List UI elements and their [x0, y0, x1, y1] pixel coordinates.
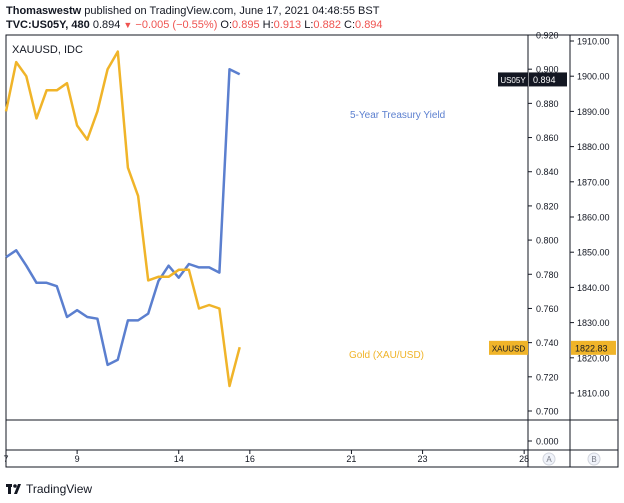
- gold-tick-label: 1810.00: [577, 389, 610, 399]
- yield-tick-label: 0.800: [536, 236, 559, 246]
- gold-tick-label: 1820.00: [577, 353, 610, 363]
- gold-value-badge: [571, 340, 616, 355]
- price-badges: US05Y 0.894 XAUUSD 1822.83: [489, 72, 616, 355]
- author-name[interactable]: Thomaswestw: [6, 5, 82, 17]
- gold-tick-label: 1910.00: [577, 37, 610, 47]
- yield-tick-label: 0.920: [536, 31, 559, 41]
- gold-name-badge: [489, 340, 528, 355]
- pane-label: XAUUSD, IDC: [12, 44, 83, 56]
- gold-tick-label: 1870.00: [577, 177, 610, 187]
- series-lines: [4, 50, 241, 388]
- gold-tick-label: 1860.00: [577, 213, 610, 223]
- scale-button-circle: [542, 452, 556, 466]
- time-tick-label: 23: [418, 454, 428, 464]
- close-value: 0.894: [355, 19, 383, 31]
- lower-pane: 0.000: [528, 437, 559, 447]
- price-change: −0.005 (−0.55%): [135, 19, 218, 31]
- yield-axis[interactable]: 0.920 0.900 0.880 0.860 0.840 0.820 0.800 0.780…: [528, 31, 559, 417]
- open-label: O:: [220, 19, 233, 31]
- time-tick-label: 9: [75, 454, 80, 464]
- high-value: 0.913: [273, 19, 302, 31]
- scale-button-circle: [587, 452, 601, 466]
- gold-name-badge-label: XAUUSD: [492, 344, 526, 353]
- time-tick-label: 14: [174, 454, 184, 464]
- gold-tick-label: 1840.00: [577, 283, 610, 293]
- last-price: 0.894: [92, 19, 121, 31]
- time-tick-label: 28: [519, 454, 529, 464]
- gold-value-badge-label: 1822.83: [575, 343, 608, 353]
- time-tick-label: 16: [245, 454, 255, 464]
- yield-tick-label: 0.900: [536, 65, 559, 75]
- yield-name-badge: [498, 72, 528, 87]
- price-chart[interactable]: 0.920 0.900 0.880 0.860 0.840 0.820 0.800 0.780…: [0, 0, 624, 478]
- down-arrow-icon: ▼: [123, 20, 133, 30]
- scale-button-label: B: [591, 455, 596, 464]
- yield-tick-label: 0.840: [536, 167, 559, 177]
- low-label: L:: [304, 19, 314, 31]
- scale-button-b[interactable]: B: [587, 452, 601, 466]
- gold-axis[interactable]: 1910.00 1900.00 1890.00 1880.00 1870.00 1860.…: [570, 37, 610, 399]
- publish-info: published on TradingView.com, June 17, 2…: [81, 5, 380, 17]
- tradingview-logo-icon: [6, 484, 21, 494]
- yield-value-badge-label: 0.894: [533, 75, 556, 85]
- chart-frame: [5, 34, 619, 468]
- yield-tick-label: 0.880: [536, 99, 559, 109]
- yield-tick-label: 0.760: [536, 304, 559, 314]
- time-tick-label: 7: [3, 454, 8, 464]
- yield-tick-label: 0.820: [536, 201, 559, 211]
- open-value: 0.895: [232, 19, 260, 31]
- gold-tick-label: 1830.00: [577, 318, 610, 328]
- gold-tick-label: 1850.00: [577, 248, 610, 258]
- yield-tick-label: 0.780: [536, 270, 559, 280]
- yield-series-line: [5, 67, 241, 367]
- yield-tick-label: 0.720: [536, 372, 559, 382]
- high-label: H:: [262, 19, 274, 31]
- time-axis[interactable]: 7 9 14 16 21 23 28 A B: [3, 450, 601, 466]
- gold-tick-label: 1890.00: [577, 107, 610, 117]
- gold-series-line: [4, 50, 241, 388]
- yield-value-badge: [529, 72, 567, 87]
- yield-tick-label: 0.740: [536, 338, 559, 348]
- yield-name-badge-label: US05Y: [500, 76, 526, 85]
- yield-tick-label: 0.860: [536, 133, 559, 143]
- time-tick-label: 21: [346, 454, 356, 464]
- close-label: C:: [344, 19, 356, 31]
- scale-button-a[interactable]: A: [542, 452, 556, 466]
- scale-button-label: A: [546, 455, 552, 464]
- gold-tick-label: 1900.00: [577, 72, 610, 82]
- chart-border: [5, 34, 619, 468]
- lower-pane-tick-label: 0.000: [536, 437, 559, 447]
- yield-tick-label: 0.700: [536, 407, 559, 417]
- symbol-label[interactable]: TVC:US05Y, 480: [6, 19, 90, 31]
- footer-brand: TradingView: [26, 482, 93, 496]
- tradingview-branding[interactable]: TradingView: [6, 482, 92, 496]
- gold-series-label: Gold (XAU/USD): [349, 350, 424, 361]
- low-value: 0.882: [313, 19, 341, 31]
- gold-tick-label: 1880.00: [577, 142, 610, 152]
- yield-series-label: 5-Year Treasury Yield: [350, 110, 445, 121]
- chart-header: Thomaswestw published on TradingView.com…: [6, 4, 383, 32]
